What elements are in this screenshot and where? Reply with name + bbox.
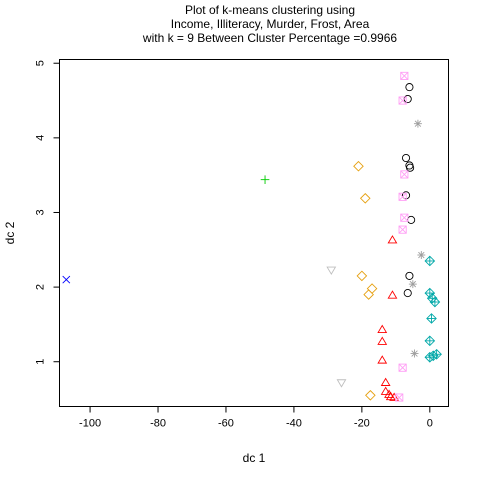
x-tick-label-5: 0 xyxy=(427,418,433,430)
y-tick-label-2: 3 xyxy=(35,209,47,215)
point-cluster-9-4 xyxy=(400,213,409,222)
x-axis: -100 -80 -60 -40 -20 0 xyxy=(79,406,433,430)
point-cluster-1-4 xyxy=(406,163,415,172)
point-cluster-9-0 xyxy=(400,71,409,80)
point-cluster-2-5 xyxy=(380,377,391,386)
point-cluster-6-1 xyxy=(359,192,371,204)
point-cluster-6-5 xyxy=(365,389,376,401)
point-cluster-9-6 xyxy=(398,363,407,372)
point-cluster-9-3 xyxy=(398,192,407,201)
y-axis: 1 2 3 4 5 xyxy=(35,60,60,365)
point-cluster-5-4 xyxy=(426,313,437,324)
point-cluster-7-0 xyxy=(326,266,337,275)
point-cluster-2-9 xyxy=(389,392,400,401)
x-axis-label: dc 1 xyxy=(243,451,266,465)
point-cluster-9-5 xyxy=(398,225,407,234)
point-cluster-7-1 xyxy=(336,379,347,388)
point-cluster-1-8 xyxy=(403,289,412,298)
point-cluster-4-0 xyxy=(62,275,71,284)
point-cluster-6-0 xyxy=(353,160,364,172)
x-tick-label-4: -20 xyxy=(354,418,370,430)
x-tick-label-3: -40 xyxy=(286,418,302,430)
point-cluster-8-0 xyxy=(413,119,422,128)
point-cluster-1-7 xyxy=(405,271,414,280)
x-tick-label-0: -100 xyxy=(79,418,101,430)
y-tick-label-1: 2 xyxy=(35,284,47,290)
point-cluster-9-1 xyxy=(398,96,407,105)
point-cluster-9-7 xyxy=(395,393,404,402)
point-cluster-6-3 xyxy=(366,283,378,294)
point-cluster-2-1 xyxy=(387,290,398,299)
point-cluster-2-0 xyxy=(387,235,398,244)
x-tick-label-2: -60 xyxy=(218,418,234,430)
y-axis-label: dc 2 xyxy=(3,221,17,244)
x-tick-label-1: -80 xyxy=(150,418,166,430)
y-tick-label-0: 1 xyxy=(35,359,47,365)
point-cluster-1-6 xyxy=(407,215,416,224)
plot-area-frame xyxy=(59,59,449,407)
point-cluster-6-2 xyxy=(356,270,368,282)
point-cluster-8-3 xyxy=(410,349,419,358)
point-cluster-5-0 xyxy=(424,255,436,267)
point-cluster-2-6 xyxy=(380,386,391,395)
point-cluster-1-0 xyxy=(405,83,414,92)
y-tick-label-3: 4 xyxy=(35,135,47,141)
point-cluster-5-5 xyxy=(424,335,436,347)
chart-title-line-3: with k = 9 Between Cluster Percentage =0… xyxy=(142,31,397,45)
y-tick-label-4: 5 xyxy=(35,60,47,66)
point-cluster-1-2 xyxy=(401,153,411,163)
point-cluster-3-0 xyxy=(260,175,270,184)
data-points xyxy=(62,71,442,402)
point-cluster-8-2 xyxy=(408,280,417,289)
chart-title-line-1: Plot of k-means clustering using xyxy=(185,3,355,17)
chart-title-line-2: Income, Illiteracy, Murder, Frost, Area xyxy=(171,17,370,31)
point-cluster-2-4 xyxy=(377,355,388,364)
point-cluster-5-8 xyxy=(424,351,436,363)
point-cluster-9-2 xyxy=(400,170,409,179)
point-cluster-2-2 xyxy=(377,324,388,333)
point-cluster-2-3 xyxy=(377,336,388,345)
point-cluster-6-4 xyxy=(363,289,374,300)
point-cluster-5-3 xyxy=(429,296,441,308)
point-cluster-8-1 xyxy=(417,251,426,259)
